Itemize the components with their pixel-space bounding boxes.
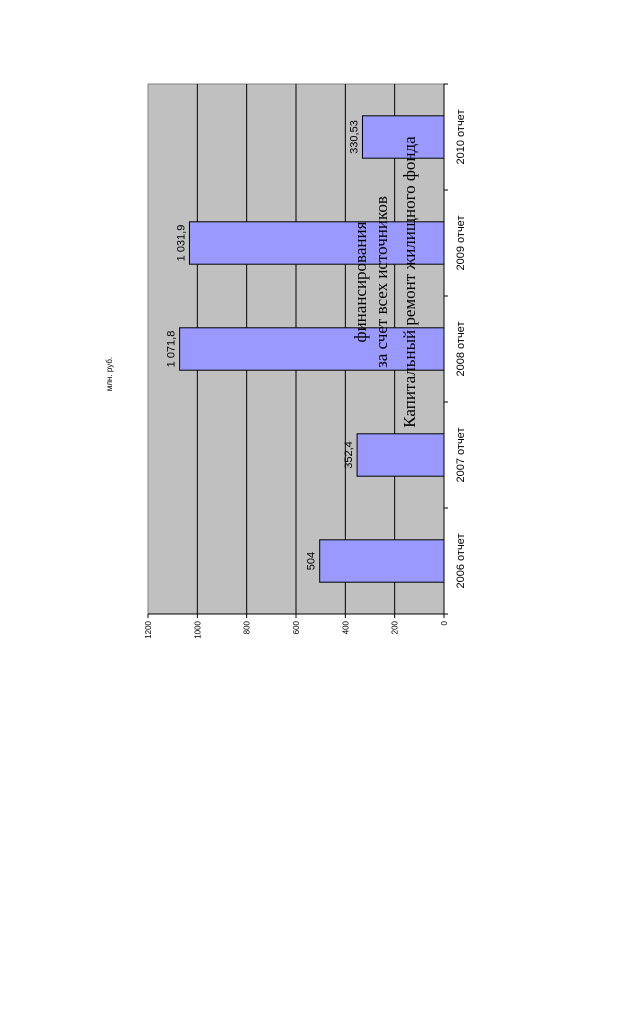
bar [319,539,445,583]
y-tick-label: 1200 [144,620,153,638]
chart-title-line-2: за счет всех источников [372,196,391,368]
y-tick-label: 600 [292,620,301,634]
data-label: 1 071,8 [166,331,178,368]
data-label: 504 [306,552,318,570]
category-label: 2007 отчет [455,428,467,483]
category-label: 2010 отчет [455,110,467,165]
y-tick-label: 0 [440,620,449,625]
bar [356,433,445,477]
y-tick-label: 200 [391,620,400,634]
category-label: 2008 отчет [455,322,467,377]
chart-title-line-3: финансирования [351,221,370,342]
y-tick-label: 1000 [193,620,202,638]
chart-title-line-1: Капитальный ремонт жилищного фонда [400,136,419,428]
y-tick-label: 800 [243,620,252,634]
data-label: 1 031,9 [175,225,187,262]
y-axis-unit: млн. руб. [105,357,114,391]
category-label: 2009 отчет [455,216,467,271]
data-label: 352,4 [343,441,355,469]
y-tick-label: 400 [341,620,350,634]
data-label: 330,53 [348,120,360,154]
category-label: 2006 отчет [455,534,467,589]
